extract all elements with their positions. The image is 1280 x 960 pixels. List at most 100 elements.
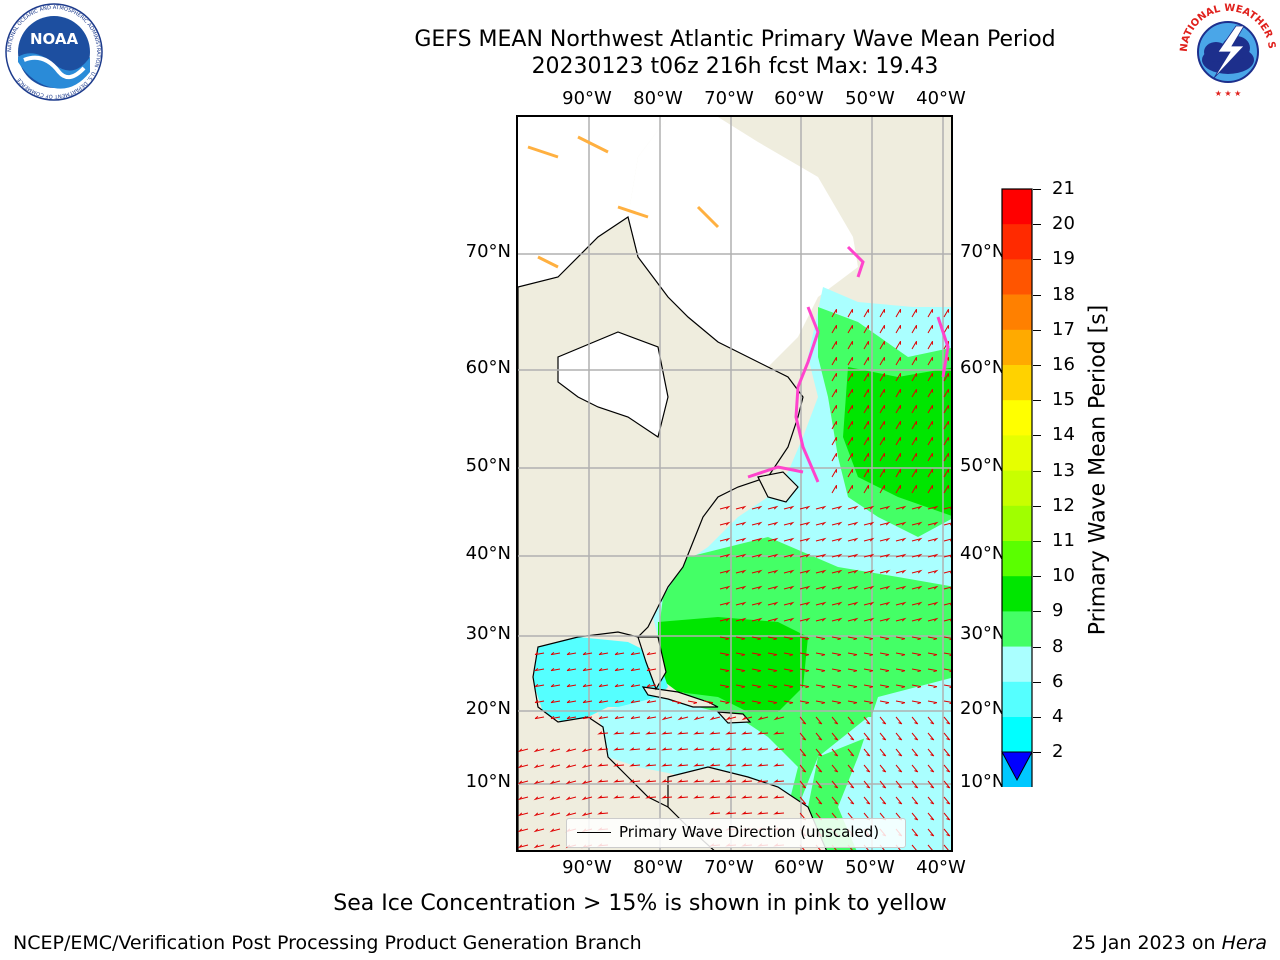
wave-arrow (799, 636, 810, 641)
lon-label-top: 90°W (562, 88, 612, 109)
wave-arrow (709, 763, 721, 767)
colorbar-segment (1002, 576, 1032, 612)
wave-arrow (831, 636, 842, 641)
lat-label-right: 30°N (960, 623, 1006, 644)
lon-label-bottom: 60°W (774, 857, 824, 878)
wave-arrow (613, 779, 625, 783)
colorbar-tick-label: 13 (1052, 459, 1075, 481)
wave-arrow (927, 372, 933, 382)
colorbar-tick-mark (1033, 224, 1041, 226)
wave-arrow (646, 652, 657, 656)
wave-arrow (927, 521, 939, 526)
colorbar-tick-mark (1033, 365, 1041, 366)
wave-arrow (863, 505, 875, 510)
wave-arrow (783, 636, 794, 641)
wave-arrow (847, 340, 853, 350)
lat-label-right: 20°N (960, 698, 1006, 719)
wave-arrow (927, 356, 933, 366)
wave-arrow (895, 716, 903, 725)
wave-arrow (847, 652, 858, 657)
colorbar-segment (1002, 400, 1032, 436)
wave-arrow (831, 308, 837, 318)
wave-arrow (565, 764, 577, 769)
wave-arrow (831, 569, 843, 574)
wave-arrow (943, 700, 951, 705)
wave-arrow (630, 652, 641, 656)
wave-arrow (645, 747, 657, 751)
wave-arrow (735, 636, 746, 641)
footer-host: Hera (1221, 932, 1267, 954)
wave-arrow (879, 652, 890, 657)
wave-arrow (783, 585, 795, 590)
wave-arrow (661, 795, 673, 799)
lon-label-top: 40°W (916, 88, 966, 109)
wave-arrow (741, 716, 753, 721)
wave-arrow (943, 570, 951, 574)
wave-arrow (927, 716, 935, 725)
wave-arrow (630, 668, 641, 672)
lon-label-bottom: 90°W (562, 857, 612, 878)
wave-arrow (725, 747, 737, 751)
wave-arrow (783, 684, 794, 689)
wave-arrow (863, 324, 869, 334)
wave-arrow (911, 617, 923, 622)
wave-arrow (927, 844, 933, 850)
wave-arrow (815, 601, 827, 606)
colorbar-segment (1002, 329, 1032, 366)
florida-peninsula (637, 636, 667, 691)
wave-arrow (767, 636, 778, 641)
wave-arrow (757, 811, 769, 815)
wave-arrow (735, 553, 747, 558)
wave-arrow (895, 388, 901, 398)
wave-arrow (911, 468, 917, 478)
wave-arrow (815, 780, 823, 789)
wave-arrow (847, 569, 859, 574)
wave-arrow (895, 585, 907, 590)
wave-arrow (534, 700, 545, 704)
lon-label-top: 50°W (845, 88, 895, 109)
wave-arrow (815, 700, 826, 705)
wave-arrow (831, 356, 837, 366)
footer-date-text: 25 Jan 2023 on (1071, 932, 1222, 954)
colorbar-tick-mark (1033, 400, 1041, 402)
wave-arrow (582, 684, 593, 688)
wave-arrow (597, 731, 609, 735)
wave-arrow (943, 484, 949, 494)
wave-arrow (863, 452, 869, 462)
colorbar-segment (1002, 365, 1032, 401)
wave-arrow (630, 684, 641, 688)
wave-arrow (847, 452, 853, 462)
sea-ice-caption: Sea Ice Concentration > 15% is shown in … (333, 891, 947, 916)
wave-arrow (863, 521, 875, 526)
wave-arrow (831, 617, 843, 622)
colorbar-tick-mark (1033, 294, 1041, 296)
wave-arrow (911, 356, 917, 366)
wave-arrow (799, 796, 807, 805)
colorbar-tick-mark (1033, 646, 1041, 648)
wave-arrow (799, 601, 811, 606)
wave-arrow (943, 636, 951, 641)
wave-arrow (719, 668, 730, 673)
wave-arrow (927, 436, 933, 446)
wave-arrow (927, 668, 938, 673)
wave-arrow (879, 468, 885, 478)
wave-arrow (863, 420, 869, 430)
wave-arrow (863, 484, 869, 494)
wave-arrow (847, 668, 858, 673)
wave-arrow (677, 731, 689, 735)
wave-arrow (943, 684, 951, 689)
wave-arrow (693, 747, 705, 751)
wave-arrow (767, 652, 778, 657)
colorbar-segment (1002, 189, 1032, 225)
wave-arrow (831, 521, 843, 526)
wave-arrow (534, 668, 545, 672)
wave-arrow (735, 700, 746, 705)
wave-arrow (581, 748, 593, 753)
wave-arrow (815, 553, 827, 558)
wave-arrow (943, 324, 949, 334)
wave-arrow (847, 420, 853, 430)
wave-arrow (581, 796, 593, 801)
wave-arrow (725, 716, 737, 721)
colorbar-tick-mark (1033, 752, 1041, 754)
wave-arrow (783, 668, 794, 673)
